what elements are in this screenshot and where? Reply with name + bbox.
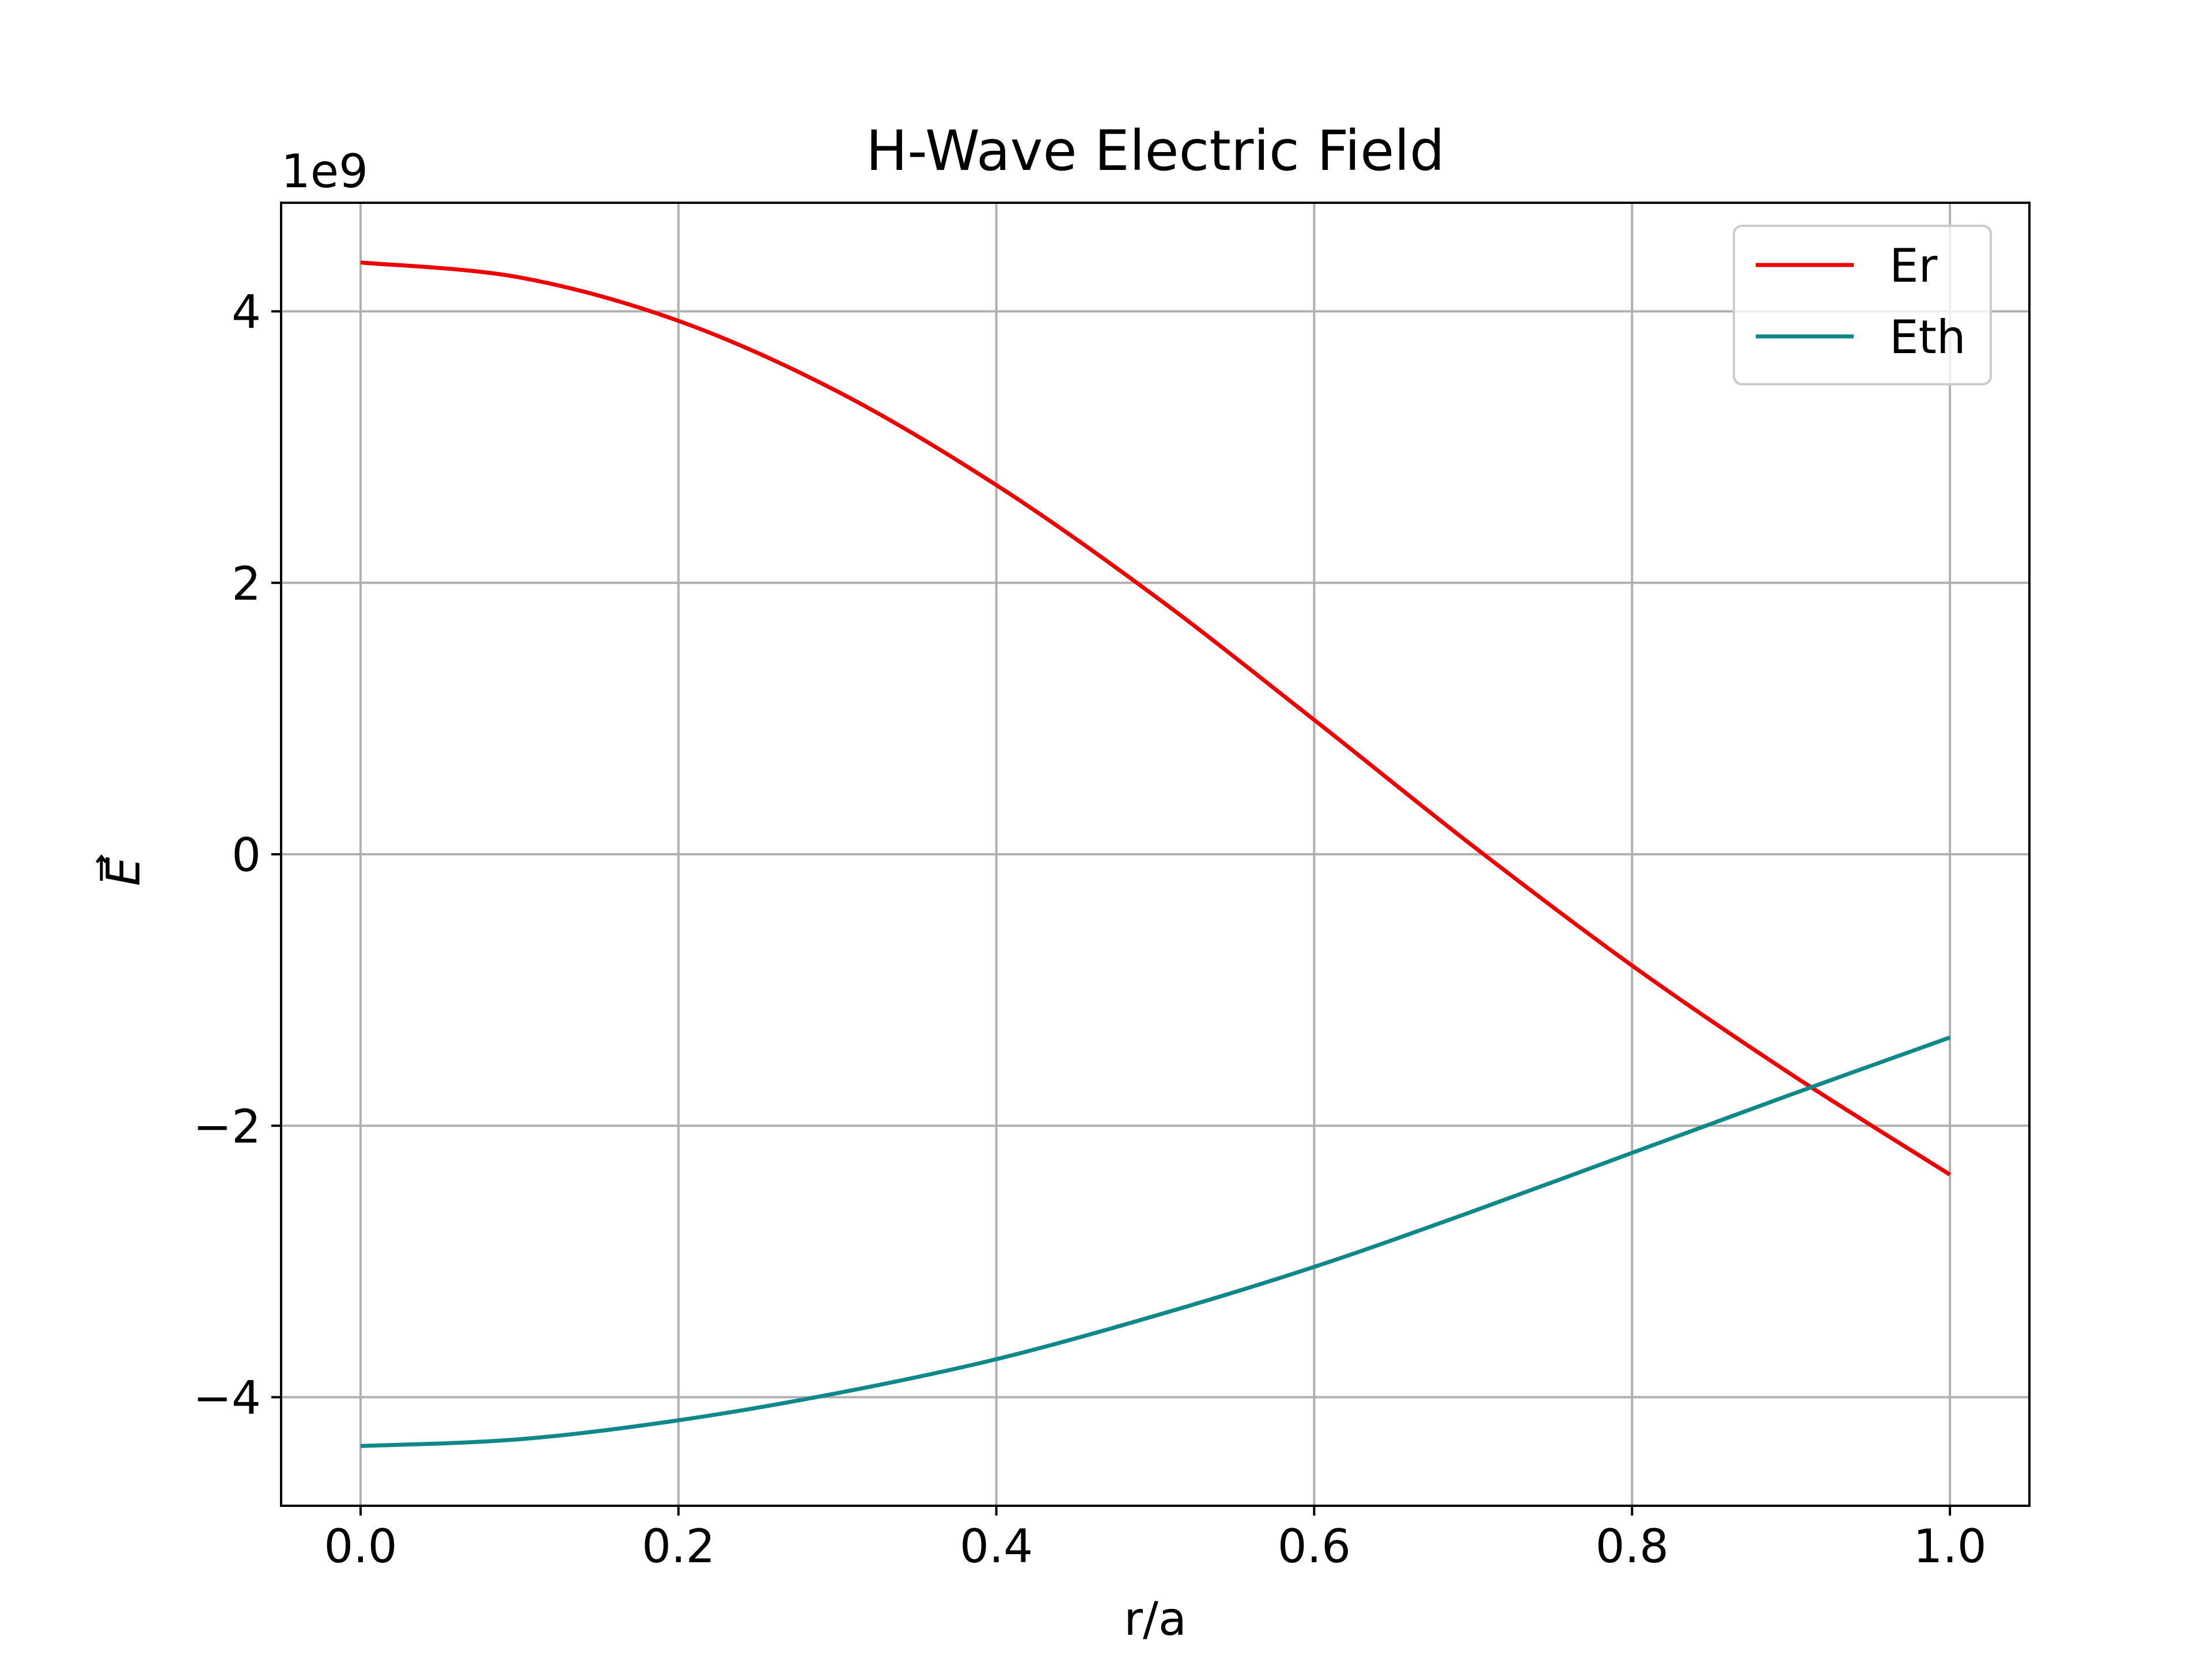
legend: Er Eth xyxy=(1733,225,1992,385)
series-lines xyxy=(360,260,1951,1448)
y-tick-label: −4 xyxy=(193,1372,261,1425)
y-axis-label-group: E xyxy=(96,854,150,886)
x-tick-label: 0.2 xyxy=(642,1520,715,1573)
legend-label-eth: Eth xyxy=(1889,310,1966,364)
x-axis-label: r/a xyxy=(1124,1592,1187,1646)
x-tick-label: 0.0 xyxy=(324,1520,397,1573)
chart-title: H-Wave Electric Field xyxy=(866,119,1445,183)
y-tick-label: 0 xyxy=(232,828,261,882)
y-tick-label: −2 xyxy=(193,1100,261,1153)
y-offset-text: 1e9 xyxy=(281,145,368,198)
y-tick-label: 2 xyxy=(232,557,261,611)
y-axis-label-arrow xyxy=(96,854,107,881)
grid-lines xyxy=(281,203,2029,1506)
axis-ticks: 0.0 0.2 0.4 0.6 0.8 1.0 −4 −2 0 2 4 xyxy=(193,286,1987,1574)
y-tick-label: 4 xyxy=(232,286,261,339)
x-tick-label: 0.8 xyxy=(1596,1520,1669,1573)
x-tick-label: 1.0 xyxy=(1913,1520,1986,1573)
series-line-er xyxy=(360,260,1951,1177)
x-tick-label: 0.6 xyxy=(1278,1520,1351,1573)
legend-label-er: Er xyxy=(1889,239,1938,293)
series-line-eth xyxy=(360,1035,1951,1448)
x-tick-label: 0.4 xyxy=(960,1520,1033,1573)
